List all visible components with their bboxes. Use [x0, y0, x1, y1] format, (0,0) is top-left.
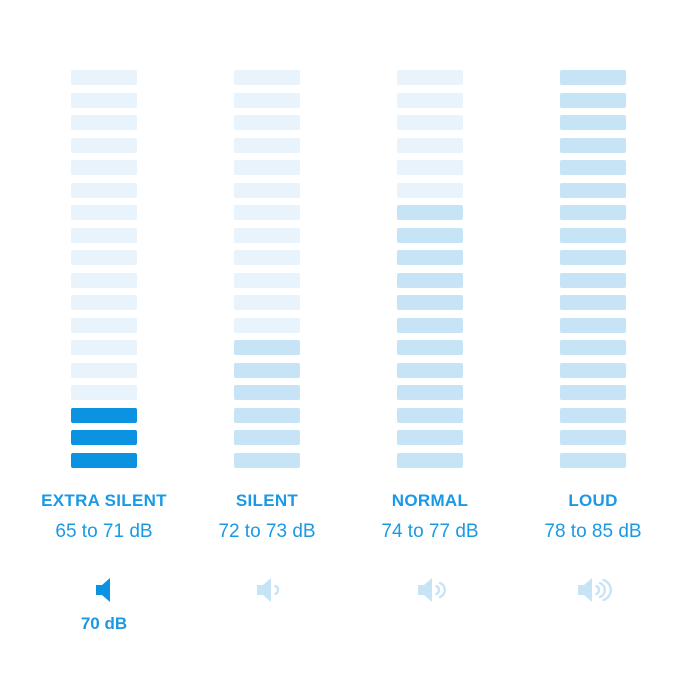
level-bar	[397, 295, 463, 310]
level-bar	[71, 227, 137, 243]
level-bar	[234, 430, 300, 445]
level-bar	[234, 115, 300, 130]
level-bar	[397, 205, 463, 220]
level-bar	[560, 250, 626, 265]
level-bar	[234, 452, 300, 468]
level-bar	[560, 182, 626, 198]
level-bar	[71, 250, 137, 265]
category-label: EXTRA SILENT	[41, 490, 167, 510]
speaker-glyph	[96, 577, 110, 602]
db-range-label: 65 to 71 dB	[55, 520, 153, 542]
speaker-icon	[91, 573, 117, 607]
level-bar-stack	[71, 70, 137, 468]
level-bar	[560, 452, 626, 468]
level-bar	[397, 250, 463, 265]
level-bar	[71, 340, 137, 355]
db-range-label: 72 to 73 dB	[218, 520, 316, 542]
level-bar	[234, 295, 300, 310]
level-bar	[234, 205, 300, 220]
level-bar	[71, 385, 137, 400]
level-bar	[71, 272, 137, 288]
level-bar	[71, 430, 137, 445]
level-bar	[234, 160, 300, 175]
level-bar	[71, 92, 137, 108]
level-bar	[560, 362, 626, 378]
level-bar	[560, 272, 626, 288]
level-bar	[234, 92, 300, 108]
level-bar-stack	[397, 70, 463, 468]
noise-column-silent: SILENT 72 to 73 dB	[187, 70, 347, 634]
speaker-glyph	[578, 577, 612, 602]
level-bar	[234, 407, 300, 423]
level-bar	[397, 407, 463, 423]
level-bar	[397, 227, 463, 243]
level-bar	[234, 317, 300, 333]
level-bar	[560, 137, 626, 153]
level-bar	[560, 317, 626, 333]
level-bar	[234, 182, 300, 198]
level-bar	[560, 115, 626, 130]
level-bar	[397, 362, 463, 378]
db-range-label: 74 to 77 dB	[381, 520, 479, 542]
level-bar	[234, 362, 300, 378]
level-bar	[71, 317, 137, 333]
level-bar	[71, 115, 137, 130]
level-bar	[397, 452, 463, 468]
level-bar	[71, 452, 137, 468]
level-bar	[560, 430, 626, 445]
speaker-icon-three-waves	[573, 573, 613, 607]
level-bar	[560, 160, 626, 175]
current-db-label: 70 dB	[80, 613, 128, 633]
level-bar	[71, 160, 137, 175]
level-bar	[397, 92, 463, 108]
level-bar	[560, 70, 626, 85]
speaker-icon-one-wave	[252, 573, 282, 607]
level-bar	[71, 295, 137, 310]
level-bar	[397, 340, 463, 355]
level-bar	[560, 407, 626, 423]
category-label: NORMAL	[391, 490, 469, 510]
level-bar	[397, 182, 463, 198]
level-bar	[71, 407, 137, 423]
noise-column-extra-silent: EXTRA SILENT 65 to 71 dB 70 dB	[24, 70, 184, 634]
level-bar	[234, 70, 300, 85]
level-bar	[397, 385, 463, 400]
level-bar-stack	[560, 70, 626, 468]
speaker-glyph	[417, 577, 446, 602]
level-bar	[397, 115, 463, 130]
level-bar	[71, 182, 137, 198]
level-bar	[560, 205, 626, 220]
level-bar	[397, 137, 463, 153]
level-bar	[234, 250, 300, 265]
noise-column-loud: LOUD 78 to 85 dB	[513, 70, 673, 634]
level-bar-stack	[234, 70, 300, 468]
level-bar	[560, 295, 626, 310]
level-bar	[71, 70, 137, 85]
level-bar	[397, 160, 463, 175]
speaker-glyph	[257, 577, 280, 602]
level-bar	[560, 340, 626, 355]
level-bar	[560, 227, 626, 243]
level-bar	[234, 340, 300, 355]
level-bar	[397, 272, 463, 288]
level-bar	[234, 272, 300, 288]
level-bar	[71, 362, 137, 378]
db-range-label: 78 to 85 dB	[544, 520, 642, 542]
level-bar	[560, 92, 626, 108]
level-bar	[234, 385, 300, 400]
level-bar	[234, 137, 300, 153]
level-bar	[71, 205, 137, 220]
category-label: LOUD	[568, 490, 618, 510]
level-bar	[71, 137, 137, 153]
level-bar	[234, 227, 300, 243]
category-label: SILENT	[235, 490, 299, 510]
noise-column-normal: NORMAL 74 to 77 dB	[350, 70, 510, 634]
level-bar	[397, 317, 463, 333]
level-bar	[560, 385, 626, 400]
speaker-icon-two-waves	[413, 573, 448, 607]
level-bar	[397, 70, 463, 85]
level-bar	[397, 430, 463, 445]
